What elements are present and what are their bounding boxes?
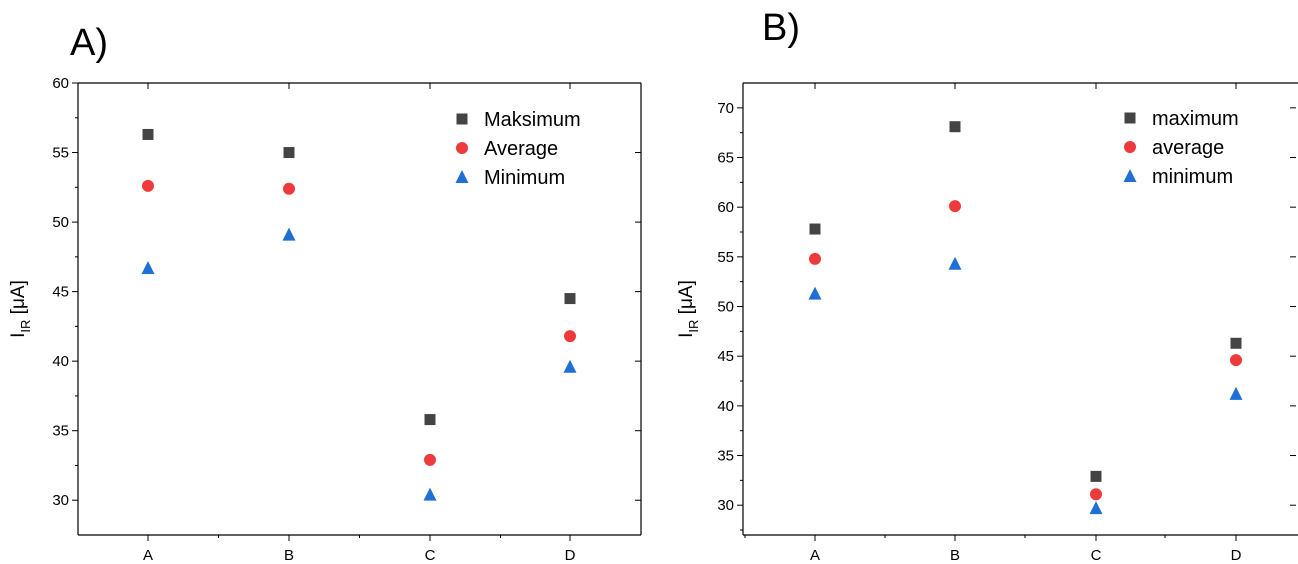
data-point-average-c [424, 453, 436, 466]
data-point-maksimum-d [564, 293, 576, 305]
y-tick-label: 50 [717, 299, 734, 316]
y-tick-label: 35 [52, 423, 69, 440]
legend-label-minimum: Minimum [484, 167, 565, 189]
x-tick-label: C [425, 547, 436, 564]
y-axis-label-unit: [μA] [8, 280, 29, 319]
data-point-average-b [949, 200, 961, 213]
panel-label: A) [70, 22, 108, 64]
data-point-minimum-d [1229, 386, 1243, 400]
legend-label-maksimum: Maksimum [484, 109, 581, 131]
data-point-minimum-b [282, 227, 296, 241]
data-point-average-c [1090, 488, 1102, 501]
data-point-minimum-a [141, 260, 155, 274]
y-axis-label-unit: [μA] [676, 280, 697, 319]
y-axis-label-main: I [676, 333, 697, 338]
y-tick-label: 30 [717, 497, 734, 514]
series-maksimum [142, 128, 576, 426]
data-point-maksimum-a [142, 128, 154, 140]
y-axis-label: IIR [μA] [8, 280, 33, 338]
y-tick-label: 45 [717, 348, 734, 365]
series-minimum [808, 256, 1243, 515]
panel-label: B) [762, 7, 800, 49]
series-average [142, 179, 576, 466]
data-point-maximum-d [1230, 337, 1242, 349]
data-point-average-a [142, 179, 154, 192]
y-tick-label: 35 [717, 448, 734, 465]
data-point-maksimum-c [424, 414, 436, 426]
y-tick-label: 65 [717, 150, 734, 167]
legend-marker-average [456, 142, 468, 154]
y-axis-label: IIR [μA] [676, 280, 701, 338]
data-point-minimum-c [1089, 501, 1103, 515]
data-point-average-a [809, 252, 821, 265]
data-point-maximum-c [1090, 470, 1102, 482]
legend-marker-average [1124, 141, 1136, 153]
y-tick-label: 40 [717, 398, 734, 415]
data-point-maximum-b [949, 121, 961, 133]
axes-frame [77, 82, 642, 536]
legend: Maksimum Average Minimum [455, 109, 581, 189]
x-tick-label: C [1091, 547, 1102, 564]
y-axis-label-sub: IR [18, 320, 33, 333]
x-tick-label: A [810, 547, 820, 564]
y-tick-label: 55 [52, 145, 69, 162]
data-point-minimum-d [563, 359, 577, 373]
data-point-maksimum-b [283, 147, 295, 159]
y-tick-label: 30 [52, 492, 69, 509]
chart-panel-b: B) 30 35 40 45 50 55 60 65 70 A B C D IIR [μA] maximum a… [676, 7, 1298, 564]
y-axis-label-main: I [8, 333, 29, 338]
data-point-minimum-c [423, 487, 437, 501]
legend-label-average: average [1152, 137, 1224, 159]
data-point-maximum-a [809, 223, 821, 235]
legend: maximum average minimum [1123, 108, 1239, 188]
x-tick-label: D [565, 547, 576, 564]
data-point-average-d [564, 330, 576, 343]
y-tick-label: 60 [52, 75, 69, 92]
series-minimum [141, 227, 577, 501]
y-tick-label: 40 [52, 353, 69, 370]
legend-marker-minimum [455, 170, 469, 183]
axes-frame [742, 82, 1298, 536]
data-point-average-b [283, 182, 295, 195]
data-point-minimum-a [808, 286, 822, 300]
legend-marker-maksimum [456, 113, 468, 125]
legend-marker-minimum [1123, 169, 1137, 182]
y-tick-label: 70 [717, 100, 734, 117]
chart-panel-a: A) 30 35 40 45 50 55 60 A B C D IIR [μA] Maksimum Aver… [8, 22, 642, 564]
legend-label-average: Average [484, 138, 558, 160]
data-point-average-d [1230, 354, 1242, 367]
x-tick-label: A [143, 547, 153, 564]
legend-label-minimum: minimum [1152, 166, 1233, 188]
data-point-minimum-b [948, 256, 962, 270]
y-tick-label: 50 [52, 214, 69, 231]
series-average [809, 200, 1242, 501]
series-maximum [809, 121, 1242, 482]
x-tick-label: B [950, 547, 960, 564]
y-axis-label-sub: IR [686, 320, 701, 333]
x-tick-label: B [284, 547, 294, 564]
y-tick-label: 60 [717, 199, 734, 216]
y-tick-label: 45 [52, 284, 69, 301]
legend-marker-maximum [1124, 112, 1136, 124]
y-tick-label: 55 [717, 249, 734, 266]
legend-label-maximum: maximum [1152, 108, 1239, 130]
x-tick-label: D [1231, 547, 1242, 564]
